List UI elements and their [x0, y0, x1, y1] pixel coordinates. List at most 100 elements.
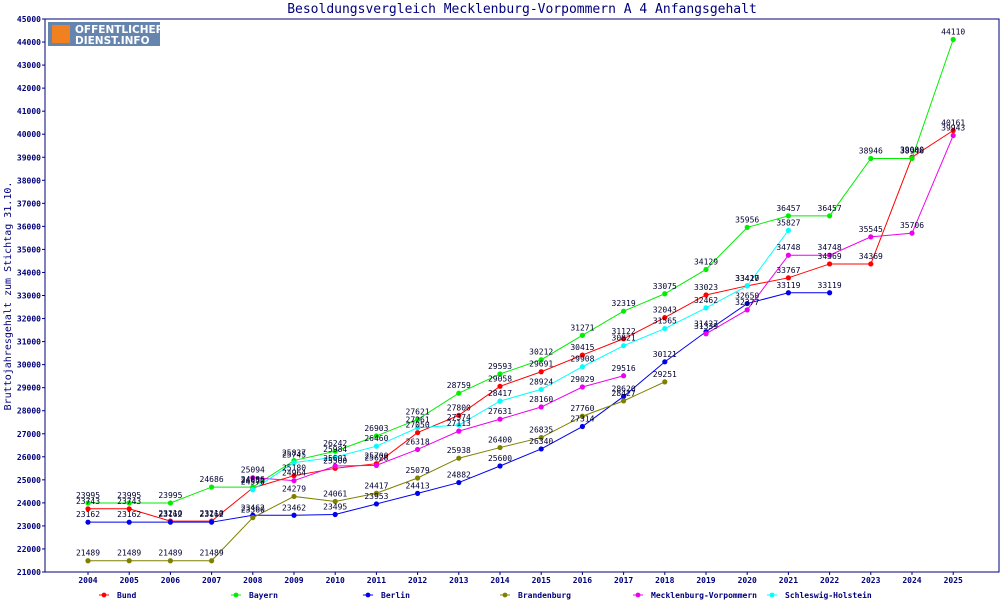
- y-tick-label: 40000: [17, 130, 41, 139]
- data-label: 30415: [570, 343, 594, 352]
- data-label: 32462: [694, 296, 718, 305]
- x-tick-label: 2022: [820, 576, 839, 585]
- data-point: [415, 416, 421, 423]
- y-tick-label: 37000: [17, 199, 41, 208]
- y-tick-label: 34000: [17, 268, 41, 277]
- x-tick-label: 2017: [614, 576, 633, 585]
- data-label: 23162: [117, 510, 141, 519]
- y-tick-label: 29000: [17, 384, 41, 393]
- data-point: [703, 266, 709, 273]
- data-labels: 23743 23743 23210 23210 24650 25180 25500 25700…: [76, 28, 965, 558]
- data-label: 27050: [406, 421, 430, 430]
- x-tick-label: 2018: [655, 576, 674, 585]
- data-point: [662, 379, 668, 385]
- data-point: [250, 487, 256, 493]
- data-label: 30212: [529, 348, 553, 357]
- x-tick-label: 2011: [367, 576, 386, 585]
- data-point: [827, 261, 833, 267]
- data-label: 24061: [323, 489, 347, 498]
- data-label: 33420: [735, 274, 759, 283]
- data-point: [126, 500, 132, 506]
- logo: OFFENTLICHER DIENST.INFO: [48, 22, 164, 47]
- data-point: [456, 412, 462, 418]
- data-point: [785, 227, 792, 233]
- data-label: 30121: [653, 350, 677, 359]
- data-point: [744, 300, 750, 307]
- data-point: [579, 332, 586, 338]
- data-label: 24882: [447, 471, 471, 480]
- data-label: 23743: [76, 497, 100, 506]
- data-point: [373, 462, 379, 468]
- x-tick-label: 2005: [120, 576, 139, 585]
- data-label: 23462: [241, 503, 265, 512]
- data-label: 34748: [818, 243, 842, 252]
- data-point: [291, 460, 297, 466]
- data-label: 21489: [200, 549, 224, 558]
- data-label: 25628: [364, 453, 388, 462]
- y-tick-label: 41000: [17, 107, 41, 116]
- y-tick-label: 33000: [17, 292, 41, 301]
- data-point: [456, 428, 462, 434]
- data-point: [579, 364, 586, 370]
- data-label: 27800: [447, 403, 471, 412]
- data-point: [332, 454, 338, 460]
- data-point: [373, 490, 379, 496]
- data-point: [209, 484, 215, 490]
- data-label: 35956: [735, 215, 759, 224]
- data-label: 29593: [488, 362, 512, 371]
- data-point: [415, 425, 421, 431]
- data-label: 23360: [241, 506, 265, 515]
- data-label: 23210: [200, 509, 224, 518]
- y-tick-label: 45000: [17, 15, 41, 24]
- series-line-4: [252, 375, 624, 482]
- y-tick-label: 28000: [17, 407, 41, 416]
- data-point: [167, 558, 173, 564]
- data-label: 34748: [776, 243, 800, 252]
- x-tick-label: 2007: [202, 576, 221, 585]
- data-label: 33767: [776, 266, 800, 275]
- data-point: [621, 336, 627, 342]
- data-point: [85, 500, 91, 506]
- data-point: [456, 422, 462, 428]
- legend-label: Brandenburg: [518, 591, 571, 600]
- data-label: 28427: [612, 389, 636, 398]
- data-label: 40161: [941, 118, 965, 127]
- data-point: [497, 444, 503, 451]
- y-tick-label: 38000: [17, 176, 41, 185]
- data-point: [579, 352, 586, 358]
- data-label: 36457: [776, 204, 800, 213]
- data-label: 25601: [323, 454, 347, 463]
- data-label: 25837: [282, 449, 306, 458]
- data-point: [950, 36, 956, 43]
- data-point: [332, 498, 338, 505]
- series-line-5: [252, 230, 789, 491]
- series-line-0: [88, 130, 954, 522]
- data-point: [291, 512, 297, 518]
- data-label: 28924: [529, 377, 553, 386]
- data-label: 26400: [488, 436, 512, 445]
- data-point: [703, 292, 709, 298]
- data-label: 25079: [406, 466, 430, 475]
- series-line-1: [88, 39, 954, 504]
- data-label: 26460: [364, 434, 388, 443]
- data-point: [909, 230, 915, 236]
- data-label: 28620: [612, 384, 636, 393]
- legend-label: Bayern: [249, 591, 278, 600]
- data-point: [373, 443, 379, 449]
- data-label: 33417: [735, 274, 759, 283]
- data-point: [662, 325, 668, 332]
- data-point: [868, 155, 874, 162]
- legend-label: Mecklenburg-Vorpommern: [651, 591, 757, 600]
- x-tick-label: 2010: [326, 576, 345, 585]
- data-label: 33119: [776, 281, 800, 290]
- data-label: 27113: [447, 419, 471, 428]
- x-tick-label: 2016: [573, 576, 592, 585]
- data-label: 23743: [117, 497, 141, 506]
- data-label: 24686: [241, 475, 265, 484]
- data-label: 24413: [406, 481, 430, 490]
- y-tick-label: 31000: [17, 338, 41, 347]
- legend: Bund Bayern Berlin Brandenburg Mecklenburg-V…: [99, 590, 872, 600]
- data-label: 44110: [941, 28, 965, 37]
- data-point: [621, 398, 627, 404]
- y-tick-label: 23000: [17, 522, 41, 531]
